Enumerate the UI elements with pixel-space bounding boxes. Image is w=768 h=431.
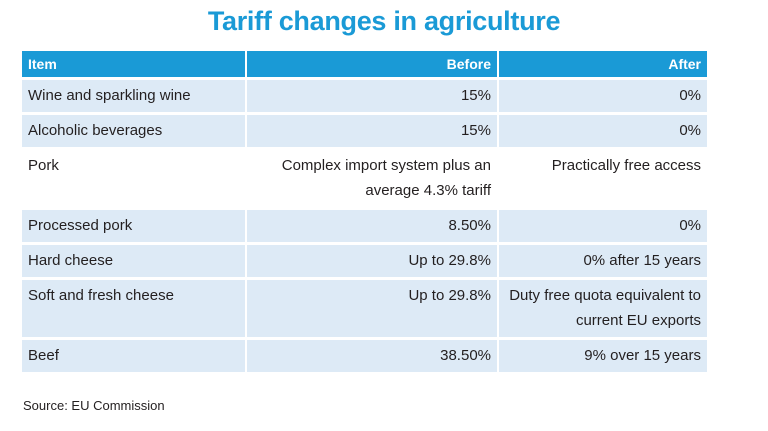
- tariff-table: Item Before After Wine and sparkling win…: [22, 48, 707, 375]
- cell-item: Pork: [22, 150, 245, 207]
- table-row: Alcoholic beverages 15% 0%: [22, 115, 707, 147]
- cell-before: Complex import system plus an average 4.…: [245, 150, 497, 207]
- cell-before: 8.50%: [245, 210, 497, 242]
- cell-before: Up to 29.8%: [245, 280, 497, 337]
- cell-before: 15%: [245, 115, 497, 147]
- cell-after: Practically free access: [497, 150, 707, 207]
- column-header-item: Item: [22, 51, 245, 77]
- cell-after: 0%: [497, 115, 707, 147]
- table-row: Processed pork 8.50% 0%: [22, 210, 707, 242]
- cell-before: 15%: [245, 80, 497, 112]
- table-row: Soft and fresh cheese Up to 29.8% Duty f…: [22, 280, 707, 337]
- table-row: Wine and sparkling wine 15% 0%: [22, 80, 707, 112]
- cell-item: Processed pork: [22, 210, 245, 242]
- column-header-before: Before: [245, 51, 497, 77]
- chart-title: Tariff changes in agriculture: [207, 6, 561, 36]
- cell-item: Beef: [22, 340, 245, 372]
- cell-item: Soft and fresh cheese: [22, 280, 245, 337]
- cell-before: Up to 29.8%: [245, 245, 497, 277]
- table-row: Pork Complex import system plus an avera…: [22, 150, 707, 207]
- table-row: Hard cheese Up to 29.8% 0% after 15 year…: [22, 245, 707, 277]
- table-header-row: Item Before After: [22, 51, 707, 77]
- cell-item: Alcoholic beverages: [22, 115, 245, 147]
- cell-item: Wine and sparkling wine: [22, 80, 245, 112]
- cell-after: Duty free quota equivalent to current EU…: [497, 280, 707, 337]
- cell-after: 0%: [497, 210, 707, 242]
- cell-after: 0%: [497, 80, 707, 112]
- cell-before: 38.50%: [245, 340, 497, 372]
- cell-after: 0% after 15 years: [497, 245, 707, 277]
- cell-after: 9% over 15 years: [497, 340, 707, 372]
- table-row: Beef 38.50% 9% over 15 years: [22, 340, 707, 372]
- source-note: Source: EU Commission: [23, 398, 165, 413]
- column-header-after: After: [497, 51, 707, 77]
- cell-item: Hard cheese: [22, 245, 245, 277]
